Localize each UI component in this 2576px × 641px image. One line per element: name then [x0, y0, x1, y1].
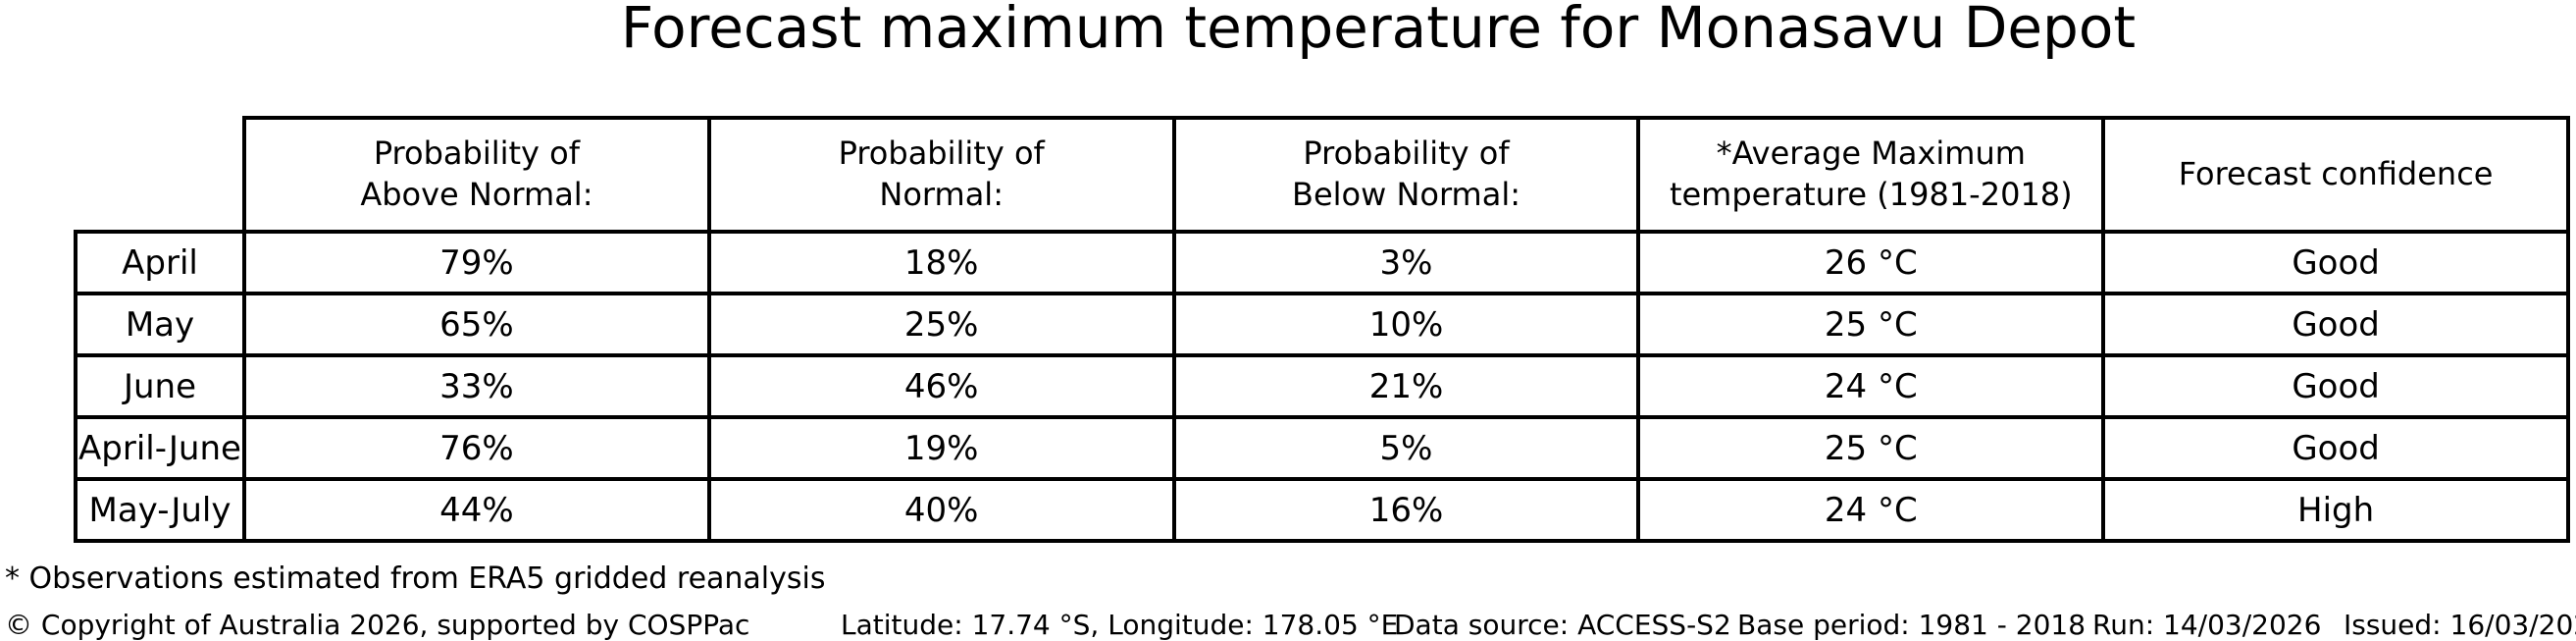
cell-average-max-temp: 24 °C [1636, 477, 2106, 543]
table-row-april: April 79% 18% 3% 26 °C Good [74, 230, 2570, 295]
cell-normal: 18% [706, 230, 1176, 295]
row-label: April [74, 230, 246, 295]
location-text: Latitude: 17.74 °S, Longitude: 178.05 °E [841, 609, 1399, 641]
cell-above-normal: 79% [242, 230, 711, 295]
copyright-text: © Copyright of Australia 2026, supported… [5, 609, 750, 641]
cell-above-normal: 33% [242, 353, 711, 419]
cell-below-normal: 5% [1171, 415, 1641, 481]
row-label: April-June [74, 415, 246, 481]
table-row-may: May 65% 25% 10% 25 °C Good [74, 292, 2570, 357]
data-source-text: Data source: ACCESS-S2 [1394, 609, 1731, 641]
observations-footnote: * Observations estimated from ERA5 gridd… [5, 561, 826, 596]
col-header-normal: Probability of Normal: [706, 116, 1176, 234]
cell-average-max-temp: 25 °C [1636, 292, 2106, 357]
cell-above-normal: 76% [242, 415, 711, 481]
cell-forecast-confidence: High [2101, 477, 2570, 543]
cell-below-normal: 16% [1171, 477, 1641, 543]
cell-normal: 40% [706, 477, 1176, 543]
cell-above-normal: 65% [242, 292, 711, 357]
header-row: Probability of Above Normal: Probability… [76, 116, 2570, 234]
table-row-june: June 33% 46% 21% 24 °C Good [74, 353, 2570, 419]
cell-average-max-temp: 24 °C [1636, 353, 2106, 419]
table-row-may-july: May-July 44% 40% 16% 24 °C High [74, 477, 2570, 543]
col-header-above-normal: Probability of Above Normal: [242, 116, 711, 234]
col-header-below-normal: Probability of Below Normal: [1171, 116, 1641, 234]
cell-forecast-confidence: Good [2101, 292, 2570, 357]
cell-average-max-temp: 25 °C [1636, 415, 2106, 481]
cell-normal: 46% [706, 353, 1176, 419]
col-header-average-max-temp: *Average Maximum temperature (1981-2018) [1636, 116, 2106, 234]
col-header-forecast-confidence: Forecast confidence [2101, 116, 2570, 234]
corner-cell [76, 118, 244, 232]
cell-below-normal: 10% [1171, 292, 1641, 357]
cell-forecast-confidence: Good [2101, 353, 2570, 419]
cell-forecast-confidence: Good [2101, 230, 2570, 295]
cell-above-normal: 44% [242, 477, 711, 543]
base-period-text: Base period: 1981 - 2018 [1737, 609, 2087, 641]
forecast-table: Probability of Above Normal: Probability… [74, 116, 2570, 543]
cell-below-normal: 3% [1171, 230, 1641, 295]
run-date-text: Run: 14/03/2026 [2092, 609, 2322, 641]
cell-forecast-confidence: Good [2101, 415, 2570, 481]
page-title: Forecast maximum temperature for Monasav… [620, 0, 2137, 61]
cell-normal: 19% [706, 415, 1176, 481]
row-label: June [74, 353, 246, 419]
cell-average-max-temp: 26 °C [1636, 230, 2106, 295]
row-label: May [74, 292, 246, 357]
row-label: May-July [74, 477, 246, 543]
issued-date-text: Issued: 16/03/2026 [2344, 609, 2576, 641]
table-row-april-june: April-June 76% 19% 5% 25 °C Good [74, 415, 2570, 481]
cell-below-normal: 21% [1171, 353, 1641, 419]
cell-normal: 25% [706, 292, 1176, 357]
